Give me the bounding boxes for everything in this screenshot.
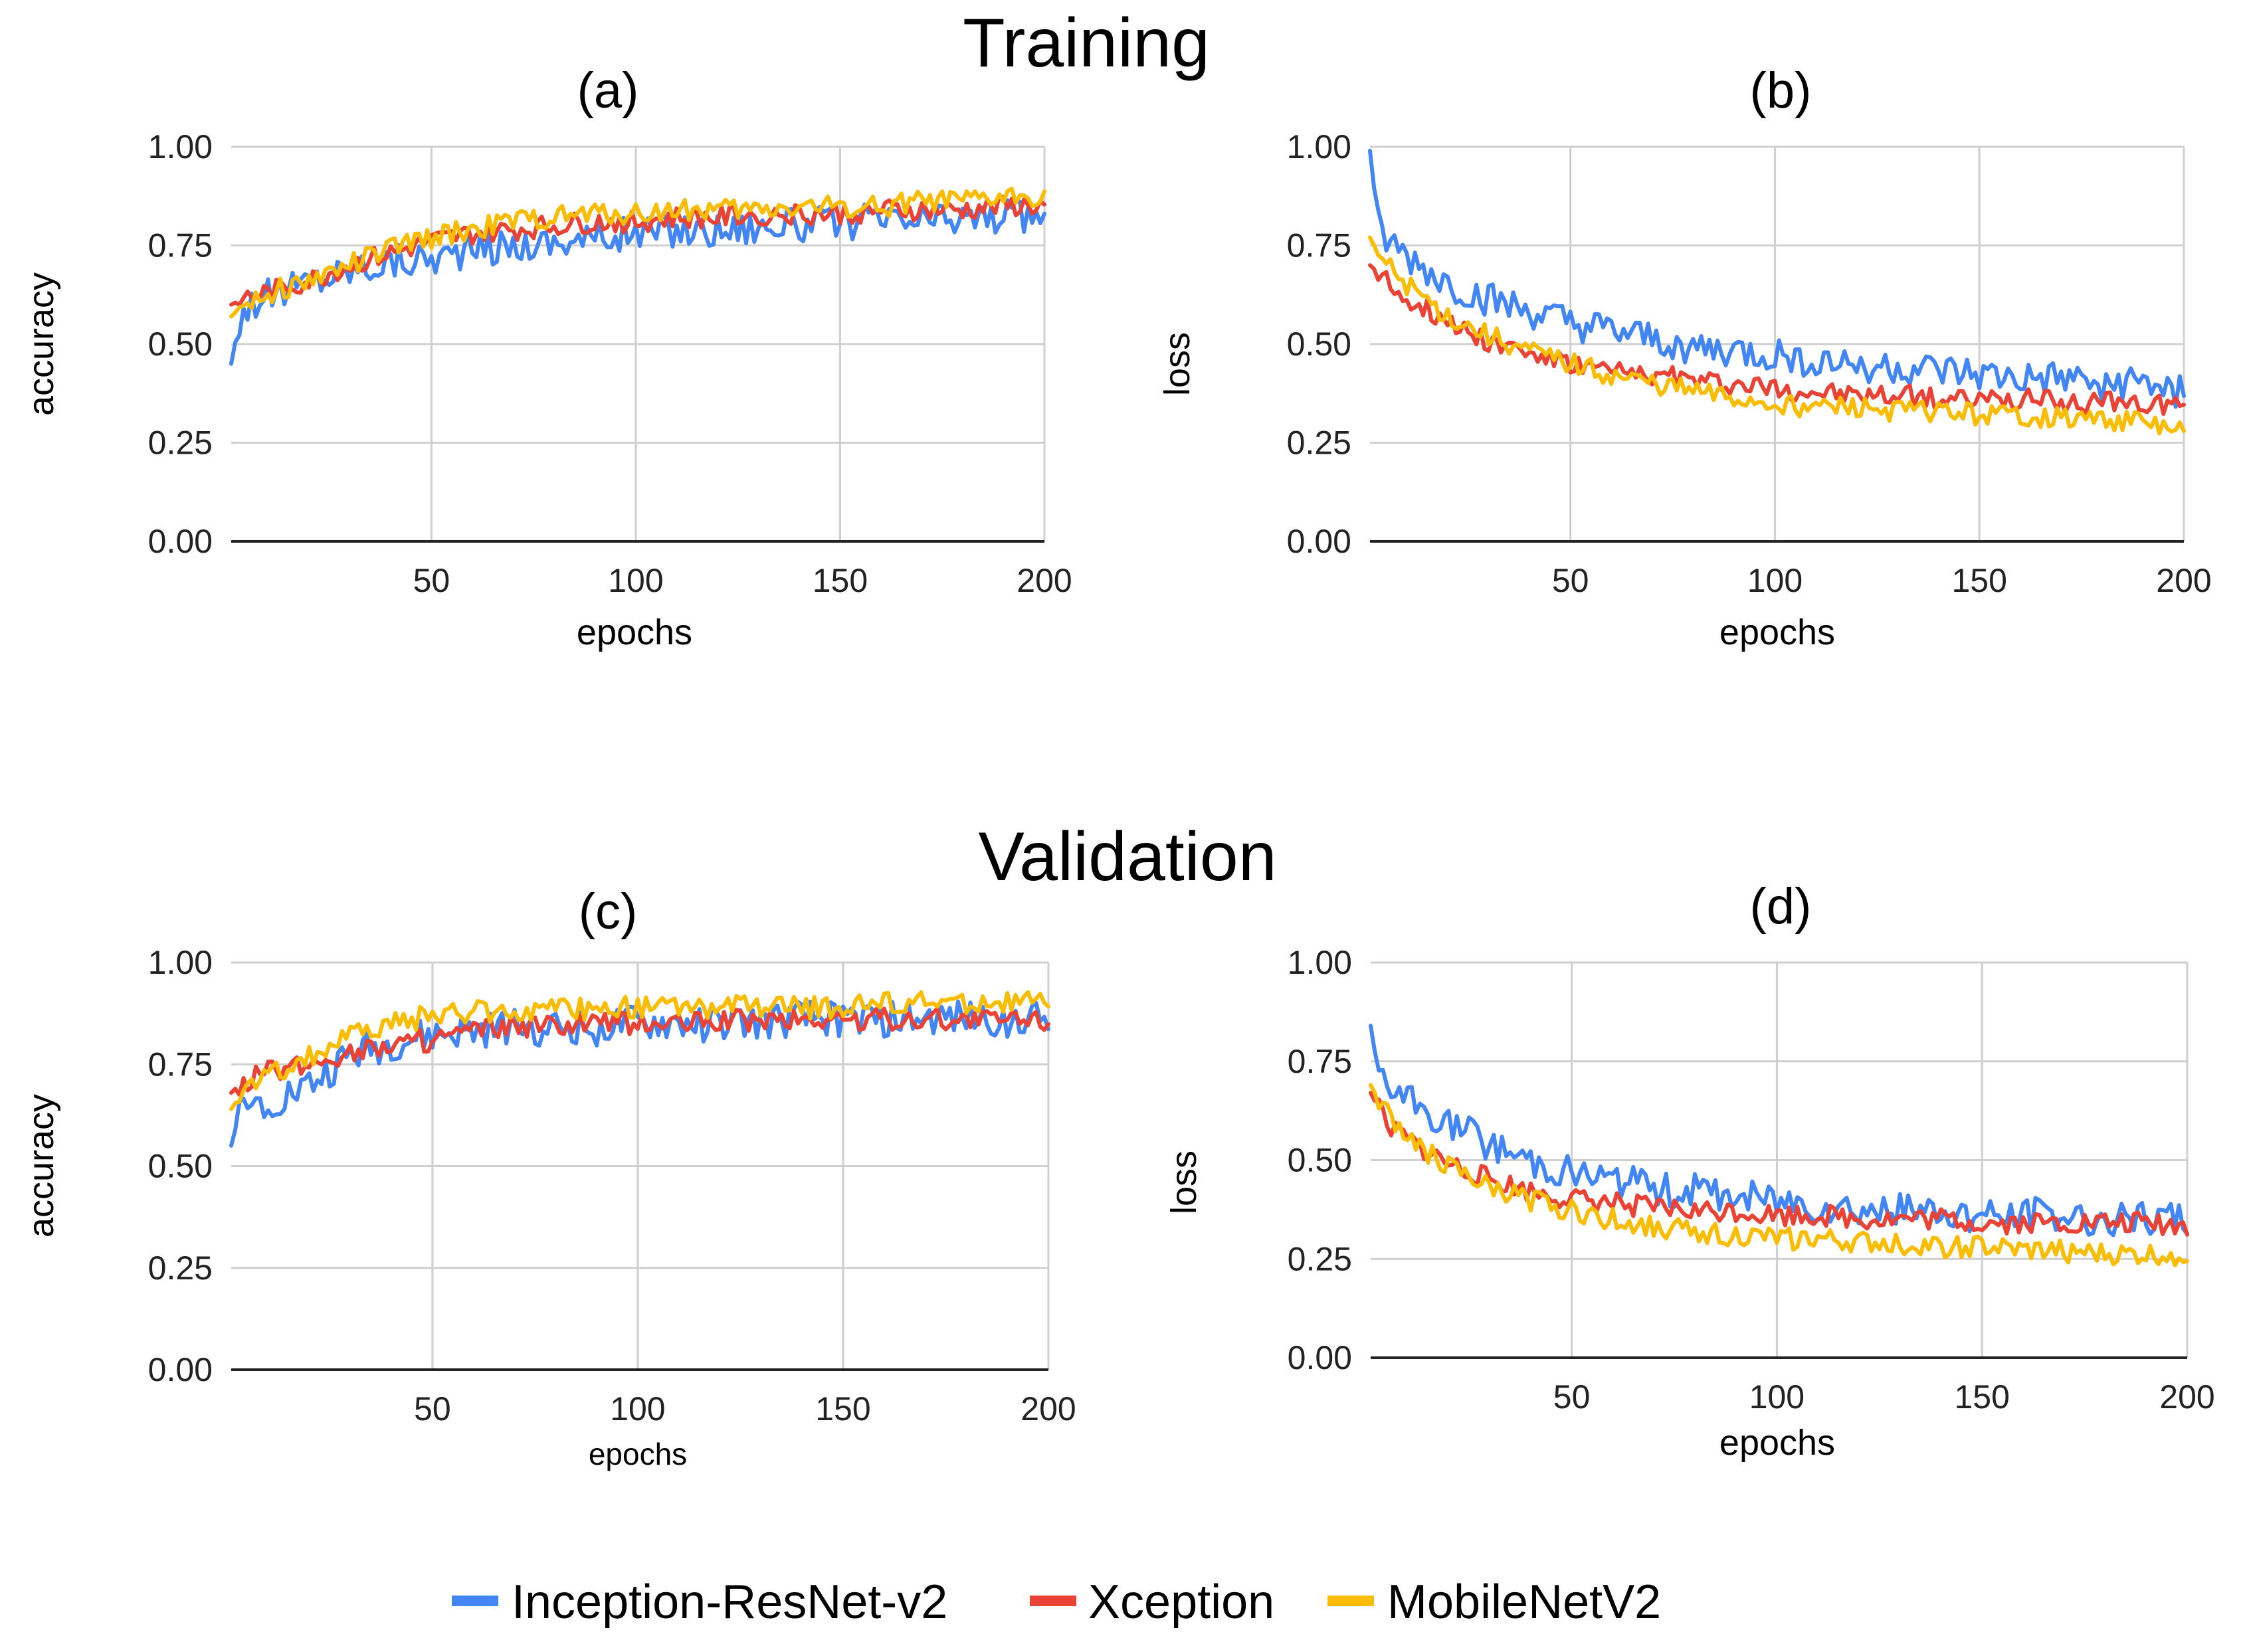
panel-title-b: (b)	[1750, 62, 1812, 119]
y-tick-label: 0.75	[148, 227, 213, 264]
y-tick-label: 0.25	[1288, 1240, 1352, 1277]
x-tick-label: 100	[1747, 562, 1803, 599]
y-axis-title: loss	[1157, 332, 1197, 396]
panel-title-d: (d)	[1750, 878, 1812, 935]
y-tick-label: 0.25	[148, 424, 213, 462]
y-tick-label: 0.25	[148, 1249, 213, 1287]
x-tick-label: 200	[2159, 1378, 2214, 1416]
y-tick-label: 0.50	[1288, 1142, 1352, 1179]
legend-label-inception-resnet-v2: Inception-ResNet-v2	[512, 1576, 947, 1629]
x-tick-label: 100	[1749, 1378, 1805, 1416]
x-tick-label: 150	[815, 1390, 870, 1427]
legend: Inception-ResNet-v2 Xception MobileNetV2	[452, 1576, 1661, 1629]
x-tick-label: 50	[1553, 1378, 1591, 1416]
x-tick-label: 100	[608, 562, 663, 599]
series-line-inception-resnet-v2	[1369, 1024, 2189, 1238]
y-tick-label: 0.00	[1288, 1339, 1352, 1376]
x-tick-label: 200	[1017, 562, 1072, 599]
y-tick-label: 0.50	[148, 1148, 213, 1185]
y-tick-label: 0.50	[148, 325, 213, 363]
y-axis-title: loss	[1164, 1150, 1204, 1214]
x-axis-title: epochs	[1719, 612, 1835, 652]
legend-label-xception: Xception	[1088, 1576, 1274, 1629]
y-axis-title: accuracy	[21, 272, 61, 416]
x-tick-label: 200	[1021, 1390, 1076, 1427]
x-tick-label: 150	[1954, 1378, 2009, 1416]
panel-title-a: (a)	[577, 62, 639, 119]
series-line-xception	[1369, 1091, 2189, 1237]
series-line-xception	[229, 1006, 1050, 1097]
series-line-mobilenetv2	[229, 990, 1050, 1111]
chart-panel-d: (d) 0.00 0.25 0.50 0.75 1.00 50 100 150 200 epochs…	[1164, 878, 2215, 1463]
x-tick-label: 50	[413, 562, 450, 599]
series-line-mobilenetv2	[229, 187, 1046, 319]
x-tick-label: 200	[2156, 562, 2211, 599]
y-tick-label: 0.75	[1287, 227, 1351, 264]
x-axis-title: epochs	[577, 612, 692, 652]
y-tick-label: 0.00	[148, 523, 213, 560]
y-tick-label: 0.00	[148, 1351, 213, 1388]
series-line-mobilenetv2	[1368, 235, 2186, 436]
panel-title-c: (c)	[579, 883, 638, 940]
validation-section-title: Validation	[978, 818, 1276, 895]
x-tick-label: 150	[813, 562, 868, 599]
series-line-inception-resnet-v2	[1368, 148, 2186, 409]
y-tick-label: 0.75	[148, 1046, 213, 1083]
legend-label-mobilenetv2: MobileNetV2	[1387, 1576, 1661, 1629]
y-tick-label: 1.00	[148, 944, 213, 981]
x-tick-label: 50	[414, 1390, 451, 1427]
series-line-inception-resnet-v2	[229, 198, 1046, 366]
y-tick-label: 1.00	[148, 128, 213, 165]
x-axis-title: epochs	[589, 1437, 687, 1471]
y-axis-title: accuracy	[21, 1094, 61, 1238]
y-tick-label: 0.25	[1287, 424, 1351, 462]
x-tick-label: 100	[610, 1390, 665, 1427]
series-line-xception	[229, 193, 1046, 307]
y-tick-label: 0.00	[1287, 523, 1351, 560]
y-tick-label: 0.75	[1288, 1043, 1352, 1080]
x-tick-label: 150	[1951, 562, 2006, 599]
chart-panel-a: (a) 0.00 0.25 0.50 0.75 1.00 50 100 150 200 epochs…	[21, 62, 1072, 652]
x-tick-label: 50	[1552, 562, 1589, 599]
y-tick-label: 1.00	[1287, 128, 1351, 165]
y-tick-label: 0.50	[1287, 325, 1351, 363]
y-tick-label: 1.00	[1288, 944, 1352, 981]
training-section-title: Training	[963, 5, 1210, 82]
x-axis-title: epochs	[1719, 1423, 1835, 1463]
series-line-mobilenetv2	[1369, 1083, 2189, 1267]
chart-panel-c: (c) 0.00 0.25 0.50 0.75 1.00 50 100 150 200 epochs…	[21, 883, 1076, 1471]
chart-panel-b: (b) 0.00 0.25 0.50 0.75 1.00 50 100 150 200 epochs…	[1157, 62, 2212, 652]
